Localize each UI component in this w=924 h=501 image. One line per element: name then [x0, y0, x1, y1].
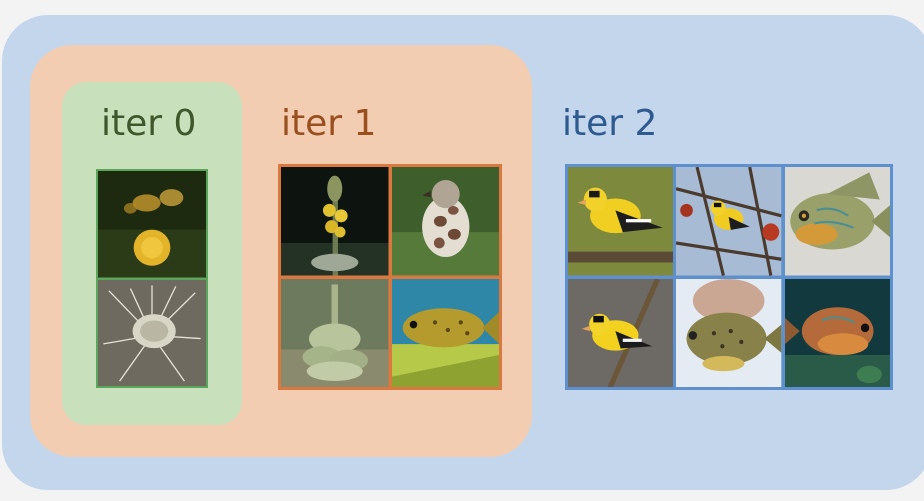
iter-1-image-grid	[278, 164, 502, 390]
iter-0-image-grid	[96, 169, 208, 388]
iter-2-image-grid	[565, 164, 893, 390]
goldfinch-perched-image	[568, 278, 674, 387]
dandelion-flowers-image	[98, 171, 206, 278]
yellow-green-fish-image	[391, 278, 499, 387]
sunfish-in-hand-image	[676, 278, 782, 387]
spotted-bird-image	[391, 167, 499, 276]
dandelion-seed-head-image	[98, 279, 206, 386]
mullein-plant-image	[281, 278, 389, 387]
iter-0-label: iter 0	[101, 103, 197, 144]
goldfinch-on-branch-image	[568, 167, 674, 276]
iter-2-label: iter 2	[562, 103, 658, 144]
mullein-flower-spike-image	[281, 167, 389, 276]
sunfish-underwater-image	[784, 278, 890, 387]
sunfish-image	[784, 167, 890, 276]
iter-1-label: iter 1	[281, 103, 377, 144]
goldfinch-in-tree-image	[676, 167, 782, 276]
